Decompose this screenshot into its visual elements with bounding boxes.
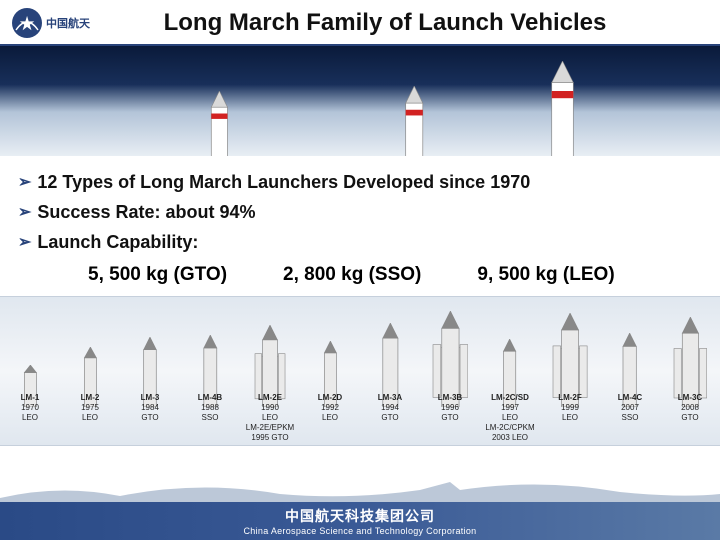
- capability-gto: 5, 500 kg (GTO): [88, 264, 227, 286]
- bullet-item: ➢ Launch Capability:: [18, 232, 702, 254]
- bullet-arrow-icon: ➢: [18, 172, 31, 194]
- hero-rocket: [202, 91, 237, 156]
- hero-rocket: [540, 61, 585, 156]
- skyline-silhouette: [0, 474, 720, 504]
- lineup-label: LM-2C/SD1997LEOLM-2C/CPKM2003 LEO: [483, 393, 537, 443]
- bullet-arrow-icon: ➢: [18, 232, 31, 254]
- rocket-icon: [396, 86, 432, 156]
- lineup-label: LM-3C2008GTO: [663, 393, 717, 443]
- lineup-label: LM-11970LEO: [3, 393, 57, 443]
- footer-company-cn: 中国航天科技集团公司: [285, 506, 435, 526]
- capability-row: 5, 500 kg (GTO) 2, 800 kg (SSO) 9, 500 k…: [18, 262, 702, 292]
- bullet-item: ➢ Success Rate: about 94%: [18, 202, 702, 224]
- lineup-label: LM-4B1988SSO: [183, 393, 237, 443]
- rocket-icon: [202, 91, 237, 156]
- hero-rocket-band: [0, 46, 720, 156]
- rocket-icon: [540, 61, 585, 156]
- capability-sso: 2, 800 kg (SSO): [283, 264, 421, 286]
- footer-company-en: China Aerospace Science and Technology C…: [244, 526, 477, 536]
- capability-leo: 9, 500 kg (LEO): [477, 264, 614, 286]
- lineup-label: LM-2F1999LEO: [543, 393, 597, 443]
- bullet-text: 12 Types of Long March Launchers Develop…: [37, 172, 530, 193]
- lineup-label: LM-2D1992LEO: [303, 393, 357, 443]
- hero-rocket: [396, 86, 432, 156]
- labels-row: LM-11970LEOLM-21975LEOLM-31984GTOLM-4B19…: [0, 393, 720, 443]
- lineup-label: LM-31984GTO: [123, 393, 177, 443]
- bullet-text: Launch Capability:: [37, 232, 198, 253]
- rocket-lineup: LM-11970LEOLM-21975LEOLM-31984GTOLM-4B19…: [0, 296, 720, 446]
- rockets-row: [0, 303, 720, 407]
- bullet-list: ➢ 12 Types of Long March Launchers Devel…: [0, 156, 720, 296]
- lineup-label: LM-3A1994GTO: [363, 393, 417, 443]
- header: 中国航天 Long March Family of Launch Vehicle…: [0, 0, 720, 46]
- footer-bar: 中国航天科技集团公司 China Aerospace Science and T…: [0, 502, 720, 540]
- page-title: Long March Family of Launch Vehicles: [60, 9, 710, 37]
- bullet-text: Success Rate: about 94%: [37, 202, 255, 223]
- bullet-item: ➢ 12 Types of Long March Launchers Devel…: [18, 172, 702, 194]
- bullet-arrow-icon: ➢: [18, 202, 31, 224]
- lineup-label: LM-2E1990LEOLM-2E/EPKM1995 GTO: [243, 393, 297, 443]
- lineup-label: LM-21975LEO: [63, 393, 117, 443]
- lineup-label: LM-4C2007SSO: [603, 393, 657, 443]
- lineup-label: LM-3B1996GTO: [423, 393, 477, 443]
- casc-logo-icon: [10, 6, 44, 40]
